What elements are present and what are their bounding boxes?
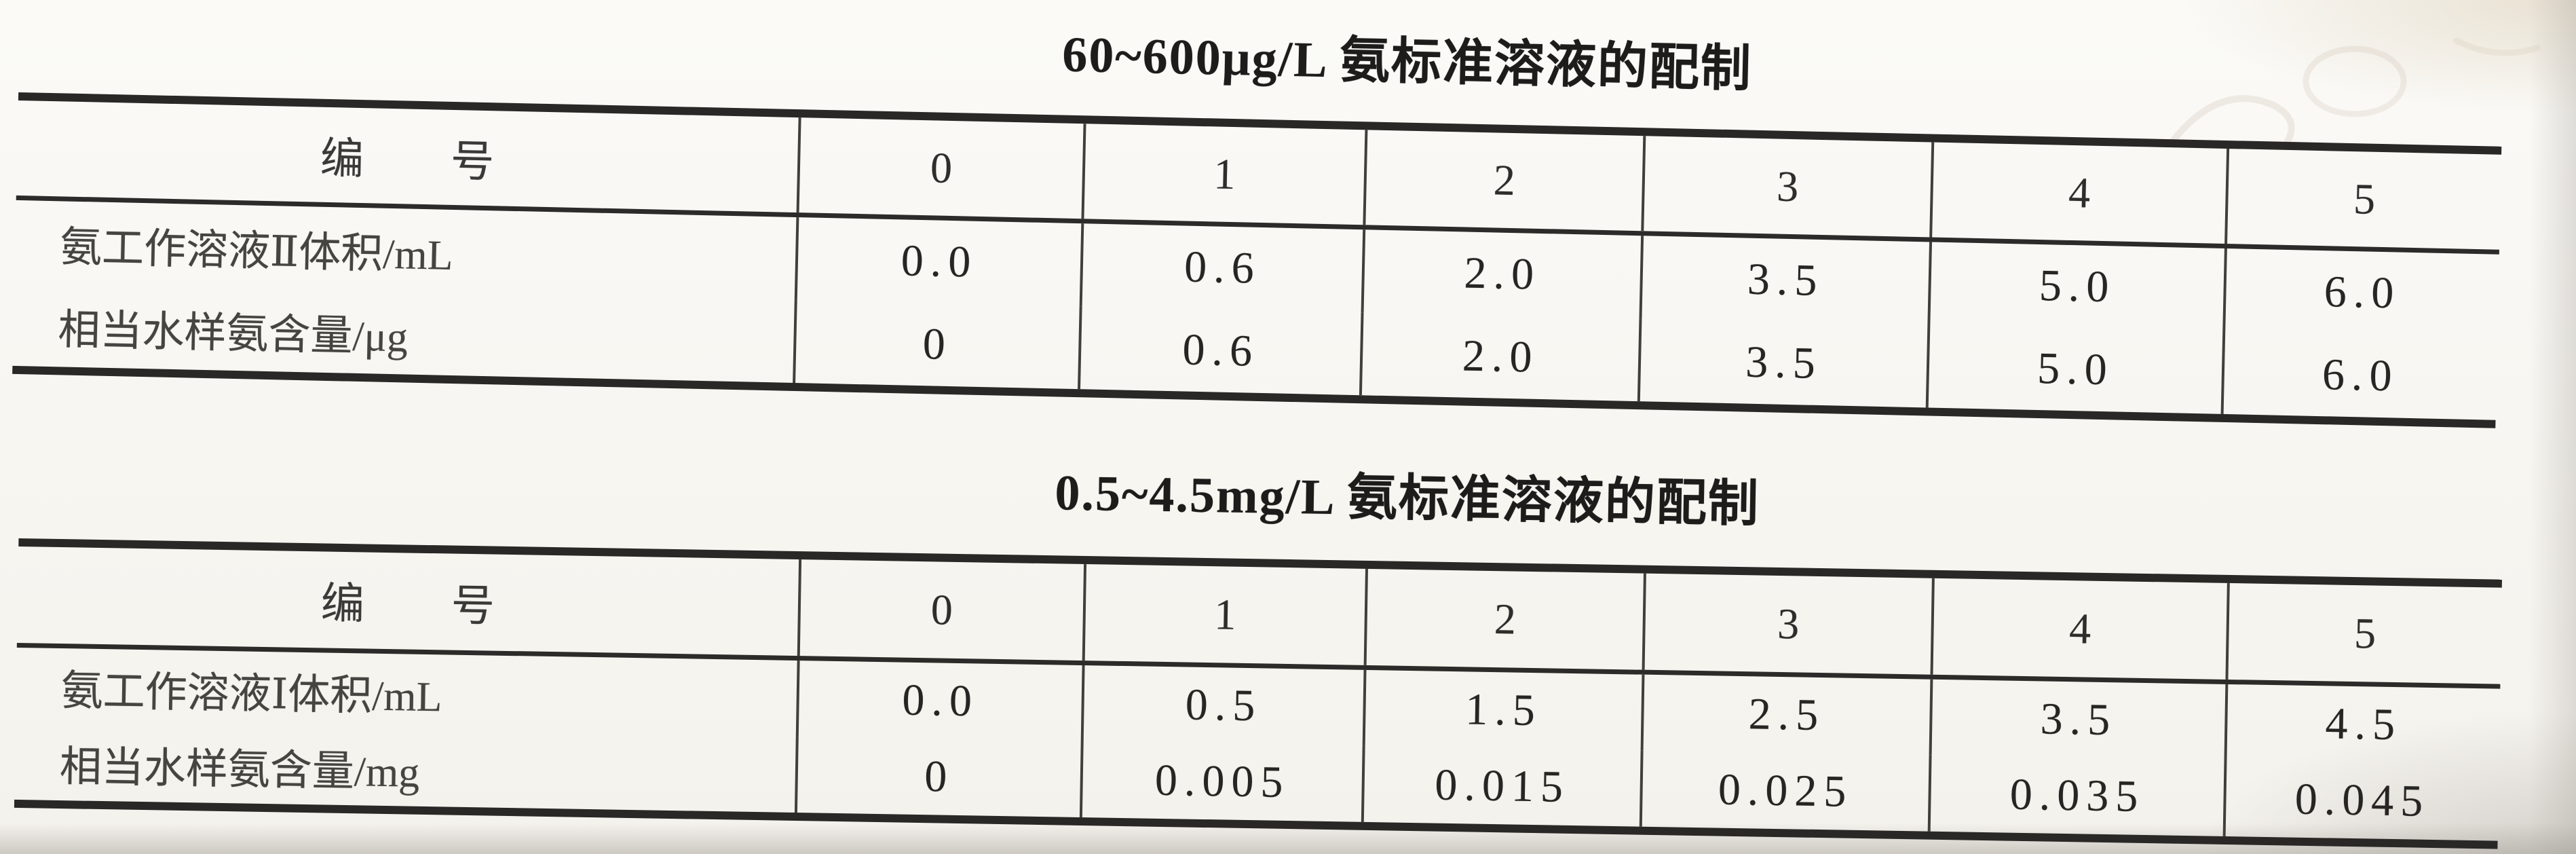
- table-1-header-number-cell: 编 号: [320, 134, 495, 187]
- table-block-1: 60~600μg/L 氨标准溶液的配制 编 号 0 1 2 3 4 5 氨工作溶…: [12, 4, 2503, 428]
- value-cell: 5.0: [1927, 242, 2224, 331]
- table-2-header-cell-0: 0: [797, 559, 1084, 661]
- value-cell: 4.5: [2224, 684, 2501, 765]
- table-1-header-cell-3: 3: [1641, 136, 1932, 238]
- value-cell: 0.035: [1927, 755, 2224, 836]
- table-2-header-number-cell: 编 号: [320, 579, 495, 631]
- value-cell: 2.0: [1359, 312, 1640, 402]
- value-cell: 2.0: [1361, 229, 1642, 319]
- value-cell: 0.0: [795, 661, 1082, 741]
- table-2-header-cell-1: 1: [1082, 564, 1365, 665]
- value-cell: 0: [794, 737, 1081, 817]
- value-cell: 3.5: [1637, 318, 1928, 408]
- table-2-header-cell-4: 4: [1930, 578, 2227, 680]
- value-cell: 2.5: [1640, 674, 1931, 756]
- value-cell: 0.025: [1639, 750, 1929, 832]
- value-cell: 0: [793, 299, 1080, 390]
- value-cell: 6.0: [2222, 248, 2499, 337]
- value-cell: 0.015: [1361, 745, 1641, 827]
- table-1-header-cell-0: 0: [796, 117, 1084, 219]
- value-cell: 0.6: [1079, 223, 1363, 313]
- table-2-row-1-label: 氨工作溶液Ⅰ体积/mL: [60, 668, 443, 721]
- value-cell: 6.0: [2220, 331, 2498, 420]
- table-2-header-cell-5: 5: [2225, 582, 2502, 684]
- table-1: 编 号 0 1 2 3 4 5 氨工作溶液Ⅱ体积/mL 0.0 0.6 2.0 …: [12, 92, 2502, 428]
- table-1-row-2-label: 相当水样氨含量/μg: [57, 307, 409, 361]
- value-cell: 5.0: [1925, 324, 2223, 414]
- table-2-title: 0.5~4.5mg/L 氨标准溶液的配制: [1054, 465, 1760, 533]
- table-2-header-cell-2: 2: [1363, 568, 1644, 670]
- handwriting-mark: [2168, 37, 2541, 146]
- table-1-header-cell-1: 1: [1081, 124, 1365, 225]
- table-1-header-cell-2: 2: [1363, 130, 1644, 231]
- table-2-row-2-label: 相当水样氨含量/mg: [59, 744, 420, 796]
- table-2-header-cell-3: 3: [1642, 573, 1932, 675]
- value-cell: 0.6: [1077, 306, 1361, 396]
- table-block-2: 0.5~4.5mg/L 氨标准溶液的配制 编 号 0 1 2 3 4 5 氨工作…: [14, 434, 2504, 849]
- value-cell: 0.0: [794, 217, 1082, 307]
- value-cell: 0.005: [1079, 741, 1363, 822]
- value-cell: 3.5: [1929, 679, 2226, 760]
- value-cell: 0.045: [2222, 760, 2499, 841]
- value-cell: 3.5: [1639, 236, 1930, 325]
- table-2: 编 号 0 1 2 3 4 5 氨工作溶液Ⅰ体积/mL 0.0 0.5 1.5 …: [14, 538, 2502, 849]
- table-1-header-cell-4: 4: [1929, 142, 2227, 244]
- value-cell: 0.5: [1080, 665, 1364, 746]
- table-1-header-cell-5: 5: [2224, 148, 2502, 250]
- value-cell: 1.5: [1362, 669, 1642, 751]
